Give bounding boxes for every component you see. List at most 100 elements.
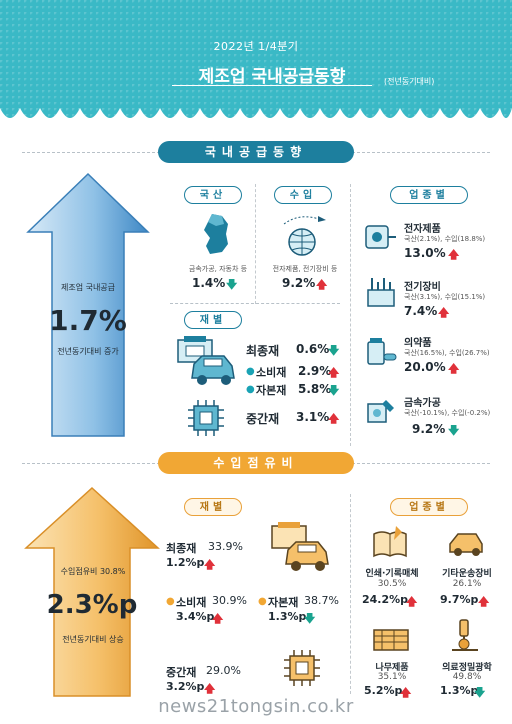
share-goods-share-consumer: 30.9%	[212, 594, 247, 607]
share-industry-label: 기타운송장비	[442, 569, 492, 579]
book-icon	[373, 526, 407, 558]
share-industry-share: 49.8%	[452, 672, 482, 682]
share-industry-share: 35.1%	[377, 672, 407, 682]
share-industry-value: 24.2%p	[362, 593, 409, 606]
electric-equipment-icon	[367, 278, 395, 307]
watermark: news21tongsin.co.kr	[158, 696, 354, 717]
share-goods-label-intermediate: 중간재	[166, 666, 197, 679]
chip-icon	[188, 400, 224, 436]
share-goods-label-final: 최종재	[166, 542, 197, 555]
import-share-arrow	[24, 486, 160, 697]
share-industry-label: 의료정밀광학	[442, 663, 492, 673]
bullet-icon: ●	[246, 384, 255, 395]
domestic-arrow-value: 1.7%	[49, 304, 127, 337]
up-arrow-icon: 🡅	[400, 686, 412, 699]
tag-goods: 재별	[184, 311, 242, 329]
share-industry-value: 9.7%p	[440, 593, 479, 606]
tag-domestic: 국산	[184, 186, 242, 204]
wood-icon	[373, 629, 409, 651]
share-goods-value-consumer: 3.4%p	[176, 610, 215, 623]
industry-label: 금속가공	[404, 398, 441, 409]
domestic-arrow	[26, 172, 150, 437]
goods-value-capital: 5.8%	[298, 382, 332, 396]
tag-goods: 재별	[184, 498, 242, 516]
import-share-banner: 수입점유비	[158, 452, 354, 474]
goods-value-intermediate: 3.1%	[296, 410, 330, 424]
divider	[350, 184, 351, 446]
divider	[170, 303, 340, 304]
import-share-arrow-label: 수입점유비 30.8%	[60, 567, 126, 576]
import-item-value: 9.2%	[282, 276, 316, 290]
share-industry-value: 5.2%p	[364, 684, 403, 697]
down-arrow-icon: 🡇	[448, 424, 460, 437]
share-goods-value-capital: 1.3%p	[268, 610, 307, 623]
up-arrow-icon: 🡅	[328, 366, 340, 379]
industry-value: 7.4%	[404, 304, 438, 318]
share-goods-share-intermediate: 29.0%	[206, 664, 241, 677]
down-arrow-icon: 🡇	[304, 612, 316, 625]
factory-car-icon	[271, 522, 329, 571]
factory-car-icon	[177, 336, 235, 385]
industry-value: 9.2%	[412, 422, 446, 436]
vehicle-icon	[449, 533, 483, 556]
up-arrow-icon: 🡅	[448, 248, 460, 261]
header-pattern	[0, 0, 512, 118]
up-arrow-icon: 🡅	[438, 306, 450, 319]
up-arrow-icon: 🡅	[448, 362, 460, 375]
up-arrow-icon: 🡅	[478, 595, 490, 608]
domestic-banner: 국내공급동향	[158, 141, 354, 163]
period-label: 2022년 1/4분기	[213, 40, 299, 53]
share-goods-label-consumer: 소비재	[176, 596, 207, 609]
industry-sub: 국산(3.1%), 수입(15.1%)	[404, 293, 486, 301]
industry-label: 전자제품	[404, 224, 441, 235]
metal-tool-icon	[367, 400, 394, 423]
share-goods-value-intermediate: 3.2%p	[166, 680, 205, 693]
goods-label-consumer: 소비재	[256, 366, 287, 379]
industry-sub: 국산(16.5%), 수입(26.7%)	[404, 349, 490, 357]
goods-value-final: 0.6%	[296, 342, 330, 356]
goods-value-consumer: 2.9%	[298, 364, 332, 378]
korea-map-icon	[204, 214, 228, 254]
up-arrow-icon: 🡅	[212, 612, 224, 625]
share-goods-share-capital: 38.7%	[304, 594, 339, 607]
down-arrow-icon: 🡇	[328, 344, 340, 357]
header-scallop	[0, 108, 512, 118]
page-title: 제조업 국내공급동향	[172, 62, 372, 87]
up-arrow-icon: 🡅	[204, 558, 216, 571]
bullet-icon: ●	[258, 596, 267, 607]
share-goods-label-capital: 자본재	[268, 596, 299, 609]
tag-industry: 업종별	[390, 498, 468, 516]
bullet-icon: ●	[166, 596, 175, 607]
tag-import: 수입	[274, 186, 332, 204]
goods-label-capital: 자본재	[256, 384, 287, 397]
title-note: (전년동기대비)	[384, 77, 435, 86]
domestic-item-value: 1.4%	[192, 276, 226, 290]
microscope-icon	[452, 619, 478, 651]
industry-sub: 국산(2.1%), 수입(18.8%)	[404, 235, 486, 243]
domestic-arrow-label: 제조업 국내공급	[60, 283, 116, 292]
down-arrow-icon: 🡇	[328, 384, 340, 397]
domestic-arrow-desc: 전년동기대비 증가	[57, 347, 119, 356]
chip-icon	[284, 650, 320, 686]
up-arrow-icon: 🡅	[328, 412, 340, 425]
up-arrow-icon: 🡅	[204, 682, 216, 695]
header	[0, 0, 512, 118]
industry-value: 13.0%	[404, 246, 446, 260]
goods-label-final: 최종재	[246, 344, 280, 358]
import-item-sub: 전자제품, 전기장비 등	[272, 265, 338, 273]
divider	[350, 494, 351, 694]
industry-sub: 국산(-10.1%), 수입(-0.2%)	[404, 409, 491, 417]
industry-label: 의약품	[404, 338, 432, 349]
share-industry-share: 26.1%	[452, 579, 482, 589]
domestic-item-sub: 금속가공, 자동차 등	[188, 265, 248, 273]
share-industry-label: 나무제품	[375, 663, 409, 673]
industry-value: 20.0%	[404, 360, 446, 374]
down-arrow-icon: 🡇	[474, 686, 486, 699]
share-industry-share: 30.5%	[377, 579, 407, 589]
plug-icon	[365, 225, 396, 249]
share-industry-label: 인쇄·기록매체	[365, 569, 419, 579]
globe-plane-icon	[283, 216, 326, 256]
industry-label: 전기장비	[404, 282, 441, 293]
down-arrow-icon: 🡇	[226, 278, 238, 291]
up-arrow-icon: 🡅	[406, 595, 418, 608]
